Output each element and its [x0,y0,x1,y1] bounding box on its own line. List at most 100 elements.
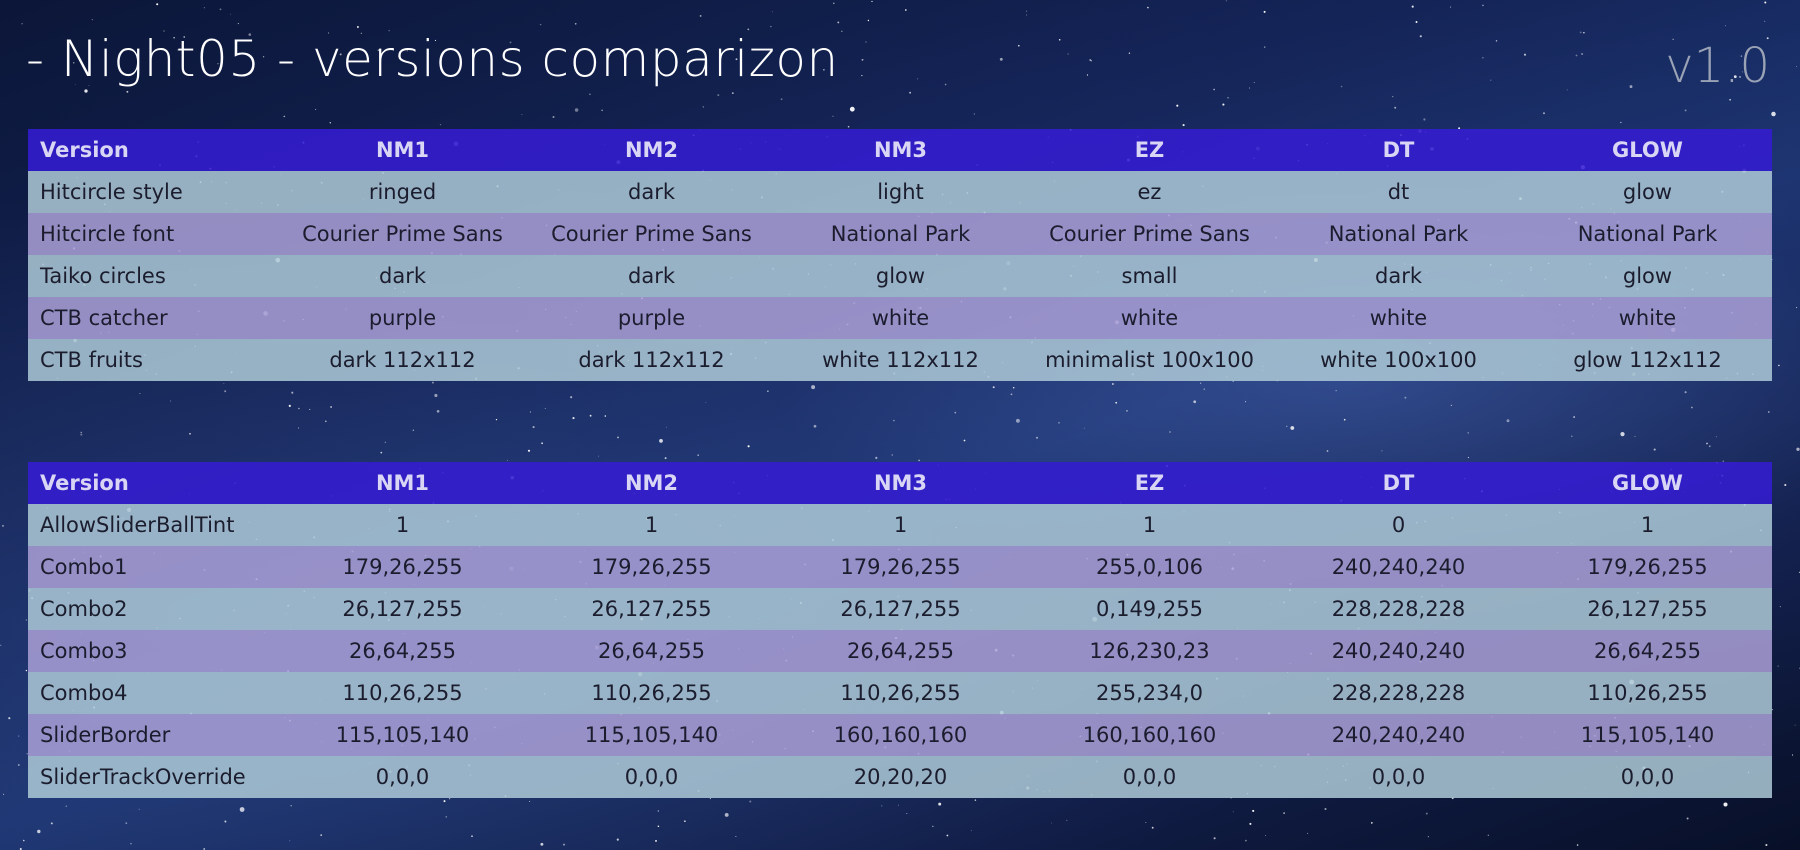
star [735,836,737,838]
star [203,7,205,9]
star [1684,391,1687,394]
table-cell: 1 [278,504,527,546]
star [448,798,451,800]
column-header-nm2: NM2 [527,129,776,171]
table-cell: 26,127,255 [278,588,527,630]
row-label: Combo2 [28,588,278,630]
star [813,424,817,428]
star [1495,40,1498,42]
star [604,415,607,417]
table-cell: 110,26,255 [1523,672,1772,714]
table-cell: 228,228,228 [1274,588,1523,630]
star [288,404,291,407]
star [601,109,603,112]
table-cell: dark [278,255,527,297]
table-cell: Courier Prime Sans [527,213,776,255]
star [291,391,294,394]
star [1765,843,1768,847]
column-header-nm3: NM3 [776,462,1025,504]
star [552,115,555,119]
star [126,90,129,93]
table-cell: 0,0,0 [1025,756,1274,798]
table-cell: white [1274,297,1523,339]
table-cell: glow [1523,255,1772,297]
star [562,843,566,846]
table-cell: 115,105,140 [278,714,527,756]
star [1771,708,1774,711]
star [1764,20,1766,23]
table-row: Taiko circles dark dark glow small dark glow [28,255,1772,297]
star [1245,839,1247,842]
star [298,427,299,429]
table-cell: dark [527,171,776,213]
star [1335,390,1337,392]
star [1252,809,1255,812]
star [1026,14,1028,16]
star [1629,85,1633,89]
star [1571,435,1573,437]
star [1706,442,1708,445]
star [80,431,82,433]
star [1283,812,1285,814]
row-label: CTB fruits [28,339,278,381]
row-label: Combo4 [28,672,278,714]
table-cell: 110,26,255 [278,672,527,714]
star [1176,104,1179,107]
star [139,393,141,395]
star [1307,832,1309,834]
table-cell: National Park [1274,213,1523,255]
star [84,89,88,93]
star [702,106,705,108]
star [659,439,663,443]
star [1450,6,1452,8]
star [471,835,473,837]
column-header-dt: DT [1274,462,1523,504]
table-cell: 255,0,106 [1025,546,1274,588]
star [156,3,159,6]
table-cell: Courier Prime Sans [278,213,527,255]
star [1370,821,1373,824]
star [1324,807,1327,811]
star [731,92,734,95]
table-cell: 240,240,240 [1274,630,1523,672]
star [1620,121,1622,124]
row-label: AllowSliderBallTint [28,504,278,546]
table-cell: 179,26,255 [278,546,527,588]
star [833,2,835,5]
star [539,23,542,26]
table-cell: 110,26,255 [527,672,776,714]
star [25,669,28,672]
star [1326,450,1329,452]
skin-config-table: Version NM1 NM2 NM3 EZ DT GLOW AllowSliderBall… [28,462,1772,798]
star [1067,53,1069,55]
star [1017,44,1020,47]
star [664,457,667,460]
star [1112,383,1114,385]
table-cell: dark 112x112 [527,339,776,381]
star [749,800,752,803]
star [1089,59,1092,61]
table-cell: 179,26,255 [776,546,1025,588]
star [655,839,657,842]
column-header-ez: EZ [1025,462,1274,504]
column-header-nm3: NM3 [776,129,1025,171]
star [906,812,908,815]
row-label: Combo3 [28,630,278,672]
row-label: SliderBorder [28,714,278,756]
star [1653,448,1656,451]
table-cell: purple [278,297,527,339]
table-cell: 0,0,0 [278,756,527,798]
star [865,41,867,43]
star [330,406,332,408]
star [309,408,311,410]
star [697,454,699,456]
table-cell: 0,0,0 [527,756,776,798]
table-cell: 0,0,0 [1523,756,1772,798]
table-row: Combo4 110,26,255 110,26,255 110,26,255 255,… [28,672,1772,714]
star [1083,427,1085,429]
star [1708,445,1711,448]
star [237,23,239,25]
table-cell: 255,234,0 [1025,672,1274,714]
star [875,456,878,459]
star [1151,826,1154,829]
